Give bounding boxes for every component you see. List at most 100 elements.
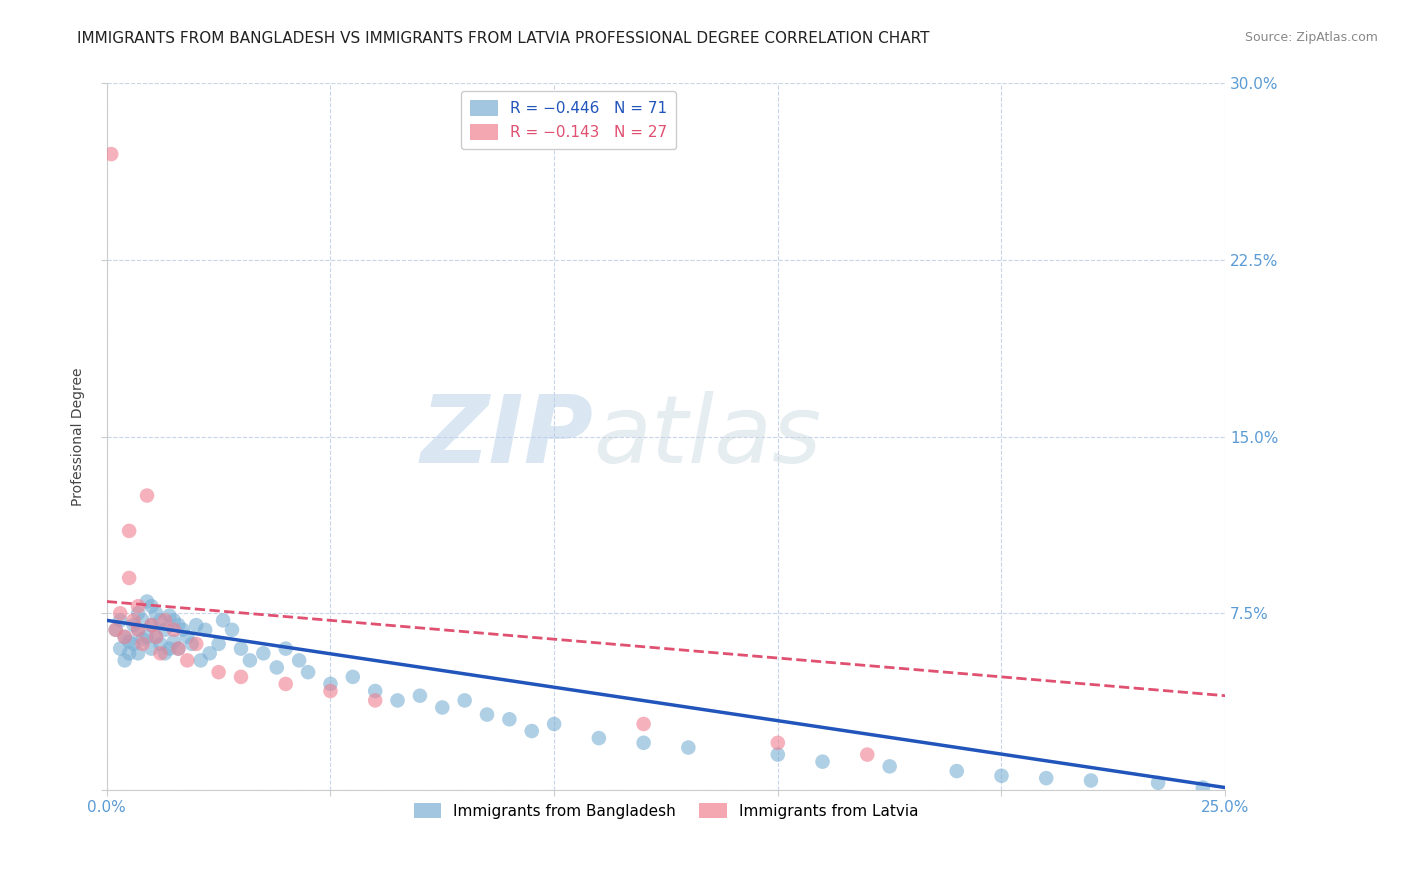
Point [194, 623, 217, 637]
Text: Source: ZipAtlas.com: Source: ZipAtlas.com [1244, 31, 1378, 45]
Point [766, 736, 789, 750]
Point [149, 646, 172, 660]
Point [811, 755, 834, 769]
Point [122, 618, 145, 632]
Point [172, 623, 194, 637]
Point [114, 630, 136, 644]
Point [118, 571, 141, 585]
Point [108, 607, 131, 621]
Point [118, 524, 141, 538]
Point [190, 653, 212, 667]
Point [104, 623, 127, 637]
Point [207, 637, 229, 651]
Point [163, 623, 186, 637]
Point [114, 653, 136, 667]
Point [122, 637, 145, 651]
Text: atlas: atlas [593, 392, 821, 483]
Point [342, 670, 364, 684]
Text: ZIP: ZIP [420, 391, 593, 483]
Point [207, 665, 229, 680]
Point [180, 637, 202, 651]
Point [266, 660, 288, 674]
Point [176, 653, 198, 667]
Point [118, 634, 141, 648]
Point [387, 693, 409, 707]
Point [136, 594, 159, 608]
Text: IMMIGRANTS FROM BANGLADESH VS IMMIGRANTS FROM LATVIA PROFESSIONAL DEGREE CORRELA: IMMIGRANTS FROM BANGLADESH VS IMMIGRANTS… [77, 31, 929, 46]
Point [145, 630, 167, 644]
Point [633, 717, 655, 731]
Point [1035, 771, 1057, 785]
Point [141, 618, 163, 632]
Point [149, 637, 172, 651]
Point [153, 646, 176, 660]
Point [945, 764, 967, 778]
Point [131, 632, 153, 647]
Point [212, 613, 235, 627]
Point [127, 607, 149, 621]
Point [108, 641, 131, 656]
Point [543, 717, 565, 731]
Point [100, 147, 122, 161]
Point [176, 630, 198, 644]
Point [167, 641, 190, 656]
Point [167, 618, 190, 632]
Point [136, 489, 159, 503]
Point [127, 623, 149, 637]
Point [141, 599, 163, 614]
Point [104, 623, 127, 637]
Point [453, 693, 475, 707]
Point [141, 641, 163, 656]
Point [153, 613, 176, 627]
Point [163, 634, 186, 648]
Point [633, 736, 655, 750]
Point [1191, 780, 1213, 795]
Point [239, 653, 262, 667]
Point [288, 653, 311, 667]
Y-axis label: Professional Degree: Professional Degree [72, 368, 86, 506]
Point [131, 637, 153, 651]
Point [221, 623, 243, 637]
Point [131, 613, 153, 627]
Point [766, 747, 789, 762]
Point [274, 677, 297, 691]
Point [198, 646, 221, 660]
Point [498, 712, 520, 726]
Point [141, 618, 163, 632]
Point [319, 684, 342, 698]
Point [186, 618, 208, 632]
Point [118, 646, 141, 660]
Point [108, 613, 131, 627]
Point [114, 630, 136, 644]
Point [157, 608, 180, 623]
Point [1080, 773, 1102, 788]
Point [879, 759, 901, 773]
Legend: Immigrants from Bangladesh, Immigrants from Latvia: Immigrants from Bangladesh, Immigrants f… [408, 797, 924, 825]
Point [409, 689, 432, 703]
Point [678, 740, 700, 755]
Point [588, 731, 610, 745]
Point [856, 747, 879, 762]
Point [153, 623, 176, 637]
Point [122, 613, 145, 627]
Point [252, 646, 274, 660]
Point [990, 769, 1012, 783]
Point [167, 641, 190, 656]
Point [475, 707, 498, 722]
Point [432, 700, 454, 714]
Point [127, 623, 149, 637]
Point [145, 607, 167, 621]
Point [136, 630, 159, 644]
Point [157, 641, 180, 656]
Point [127, 646, 149, 660]
Point [297, 665, 319, 680]
Point [149, 613, 172, 627]
Point [186, 637, 208, 651]
Point [163, 613, 186, 627]
Point [1147, 776, 1170, 790]
Point [229, 641, 252, 656]
Point [364, 693, 387, 707]
Point [319, 677, 342, 691]
Point [145, 630, 167, 644]
Point [274, 641, 297, 656]
